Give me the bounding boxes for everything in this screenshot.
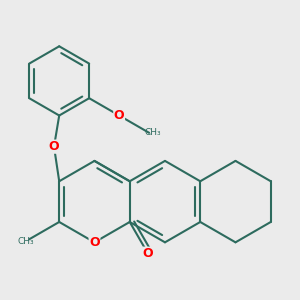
Text: CH₃: CH₃: [145, 128, 161, 137]
Text: O: O: [114, 109, 124, 122]
Text: O: O: [143, 247, 153, 260]
Text: O: O: [49, 140, 59, 153]
Text: O: O: [89, 236, 100, 249]
Text: CH₃: CH₃: [18, 237, 34, 246]
